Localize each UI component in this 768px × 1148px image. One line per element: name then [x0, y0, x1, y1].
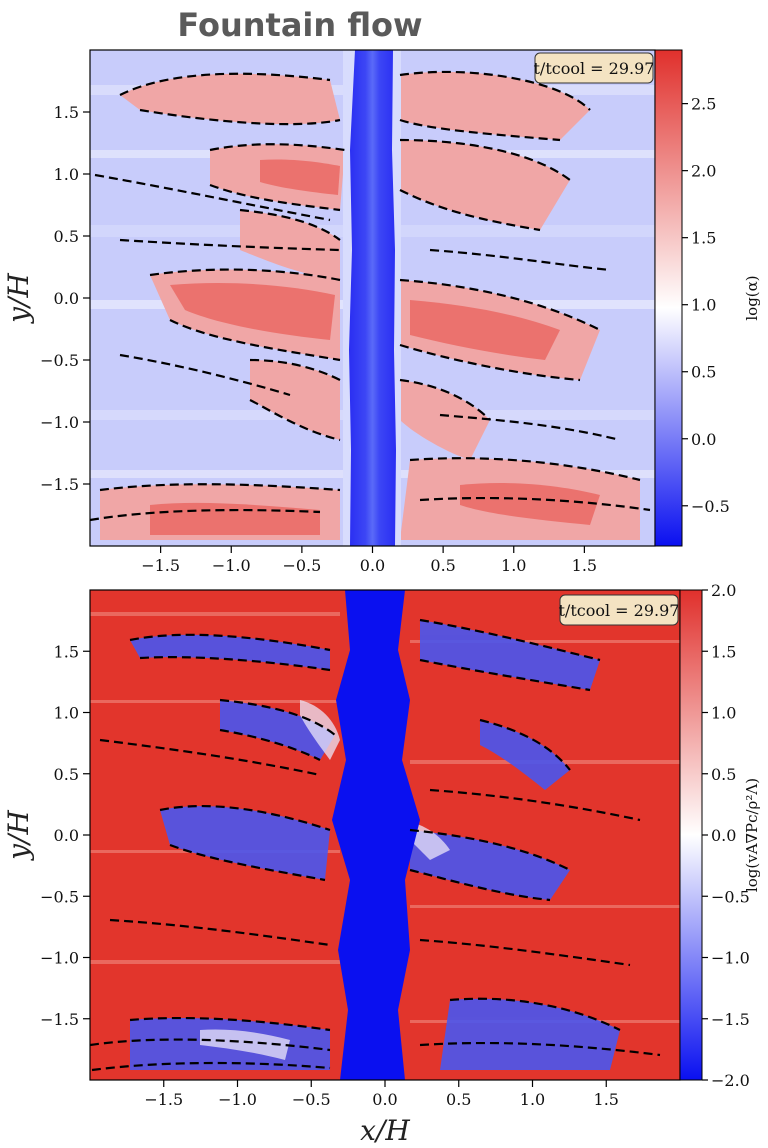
bottom-panel: t/tcool = 29.97 −1.5 −1.0 −0.5 0.0 0.5 1.0 1.5…: [2, 581, 761, 1147]
x-tick-label: 0.5: [430, 556, 455, 575]
top-y-axis-label: y/H: [2, 273, 35, 325]
x-tick-label: 1.5: [594, 1090, 619, 1109]
y-tick-label: −0.5: [40, 887, 79, 906]
colorbar-tick-label: −0.5: [711, 887, 750, 906]
y-tick-label: 1.0: [54, 704, 79, 723]
top-central-stream: [349, 50, 396, 546]
x-tick-label: −0.5: [282, 556, 321, 575]
colorbar-tick-label: 1.0: [711, 704, 736, 723]
y-tick-label: 0.5: [54, 227, 79, 246]
x-tick-label: 1.0: [501, 556, 526, 575]
bottom-contours: [89, 618, 661, 1072]
colorbar-tick-label: 2.5: [691, 95, 716, 114]
colorbar-tick-label: 1.0: [691, 296, 716, 315]
bottom-x-axis-label: x/H: [360, 1114, 410, 1147]
top-colorbar: [654, 49, 683, 547]
y-tick-label: 1.5: [54, 103, 79, 122]
bottom-y-ticks: −1.5 −1.0 −0.5 0.0 0.5 1.0 1.5: [40, 642, 90, 1029]
x-tick-label: −1.0: [218, 1090, 257, 1109]
colorbar-tick-label: 1.5: [691, 229, 716, 248]
bottom-colorbar: [679, 589, 703, 1081]
y-tick-label: 0.0: [54, 826, 79, 845]
top-colorbar-ticks: −0.5 0.0 0.5 1.0 1.5 2.0 2.5: [682, 95, 730, 516]
colorbar-tick-label: −2.0: [711, 1071, 750, 1090]
x-tick-label: 0.0: [372, 1090, 397, 1109]
colorbar-tick-label: −1.0: [711, 949, 750, 968]
top-panel: t/tcool = 29.97 −1.5 −1.0 −0.5 0.0 0.5 1.0 1.5…: [2, 49, 761, 575]
y-tick-label: −1.5: [40, 475, 79, 494]
x-tick-label: −1.5: [141, 556, 180, 575]
colorbar-tick-label: 1.5: [711, 642, 736, 661]
colorbar-tick-label: −1.5: [711, 1010, 750, 1029]
y-tick-label: 1.0: [54, 165, 79, 184]
bottom-colorbar-label: log(vA∇Pc/ρ²Λ): [743, 778, 761, 892]
colorbar-tick-label: 0.5: [691, 363, 716, 382]
y-tick-label: 1.5: [54, 642, 79, 661]
top-x-ticks: −1.5 −1.0 −0.5 0.0 0.5 1.0 1.5: [141, 546, 597, 575]
y-tick-label: 0.5: [54, 765, 79, 784]
bottom-x-ticks: −1.5 −1.0 −0.5 0.0 0.5 1.0 1.5: [144, 1080, 619, 1109]
bottom-time-annotation: t/tcool = 29.97: [559, 601, 680, 620]
colorbar-tick-label: 0.0: [711, 826, 736, 845]
colorbar-tick-label: −0.5: [691, 497, 730, 516]
bottom-colorbar-ticks: −2.0 −1.5 −1.0 −0.5 0.0 0.5 1.0 1.5 2.0: [702, 581, 750, 1090]
x-tick-label: −1.0: [212, 556, 251, 575]
bottom-blue-regions: [130, 620, 620, 1070]
y-tick-label: −1.0: [40, 949, 79, 968]
x-tick-label: 1.5: [572, 556, 597, 575]
top-colorbar-label: log(α): [743, 275, 761, 320]
bottom-y-axis-label: y/H: [2, 810, 35, 862]
y-tick-label: −1.5: [40, 1010, 79, 1029]
colorbar-tick-label: 2.0: [691, 162, 716, 181]
y-tick-label: −1.0: [40, 413, 79, 432]
y-tick-label: −0.5: [40, 351, 79, 370]
x-tick-label: 0.5: [446, 1090, 471, 1109]
top-contours: [89, 70, 651, 522]
colorbar-tick-label: 0.0: [691, 430, 716, 449]
top-annotation-box: t/tcool = 29.97: [534, 52, 655, 84]
x-tick-label: 1.0: [520, 1090, 545, 1109]
colorbar-tick-label: 0.5: [711, 765, 736, 784]
bottom-annotation-box: t/tcool = 29.97: [559, 594, 680, 626]
bottom-central-stream: [332, 590, 420, 1080]
figure-title: Fountain flow: [177, 6, 422, 44]
top-time-annotation: t/tcool = 29.97: [534, 59, 655, 78]
x-tick-label: −1.5: [144, 1090, 183, 1109]
x-tick-label: 0.0: [360, 556, 385, 575]
y-tick-label: 0.0: [54, 289, 79, 308]
colorbar-tick-label: 2.0: [711, 581, 736, 600]
top-y-ticks: −1.5 −1.0 −0.5 0.0 0.5 1.0 1.5: [40, 103, 90, 494]
x-tick-label: −0.5: [292, 1090, 331, 1109]
